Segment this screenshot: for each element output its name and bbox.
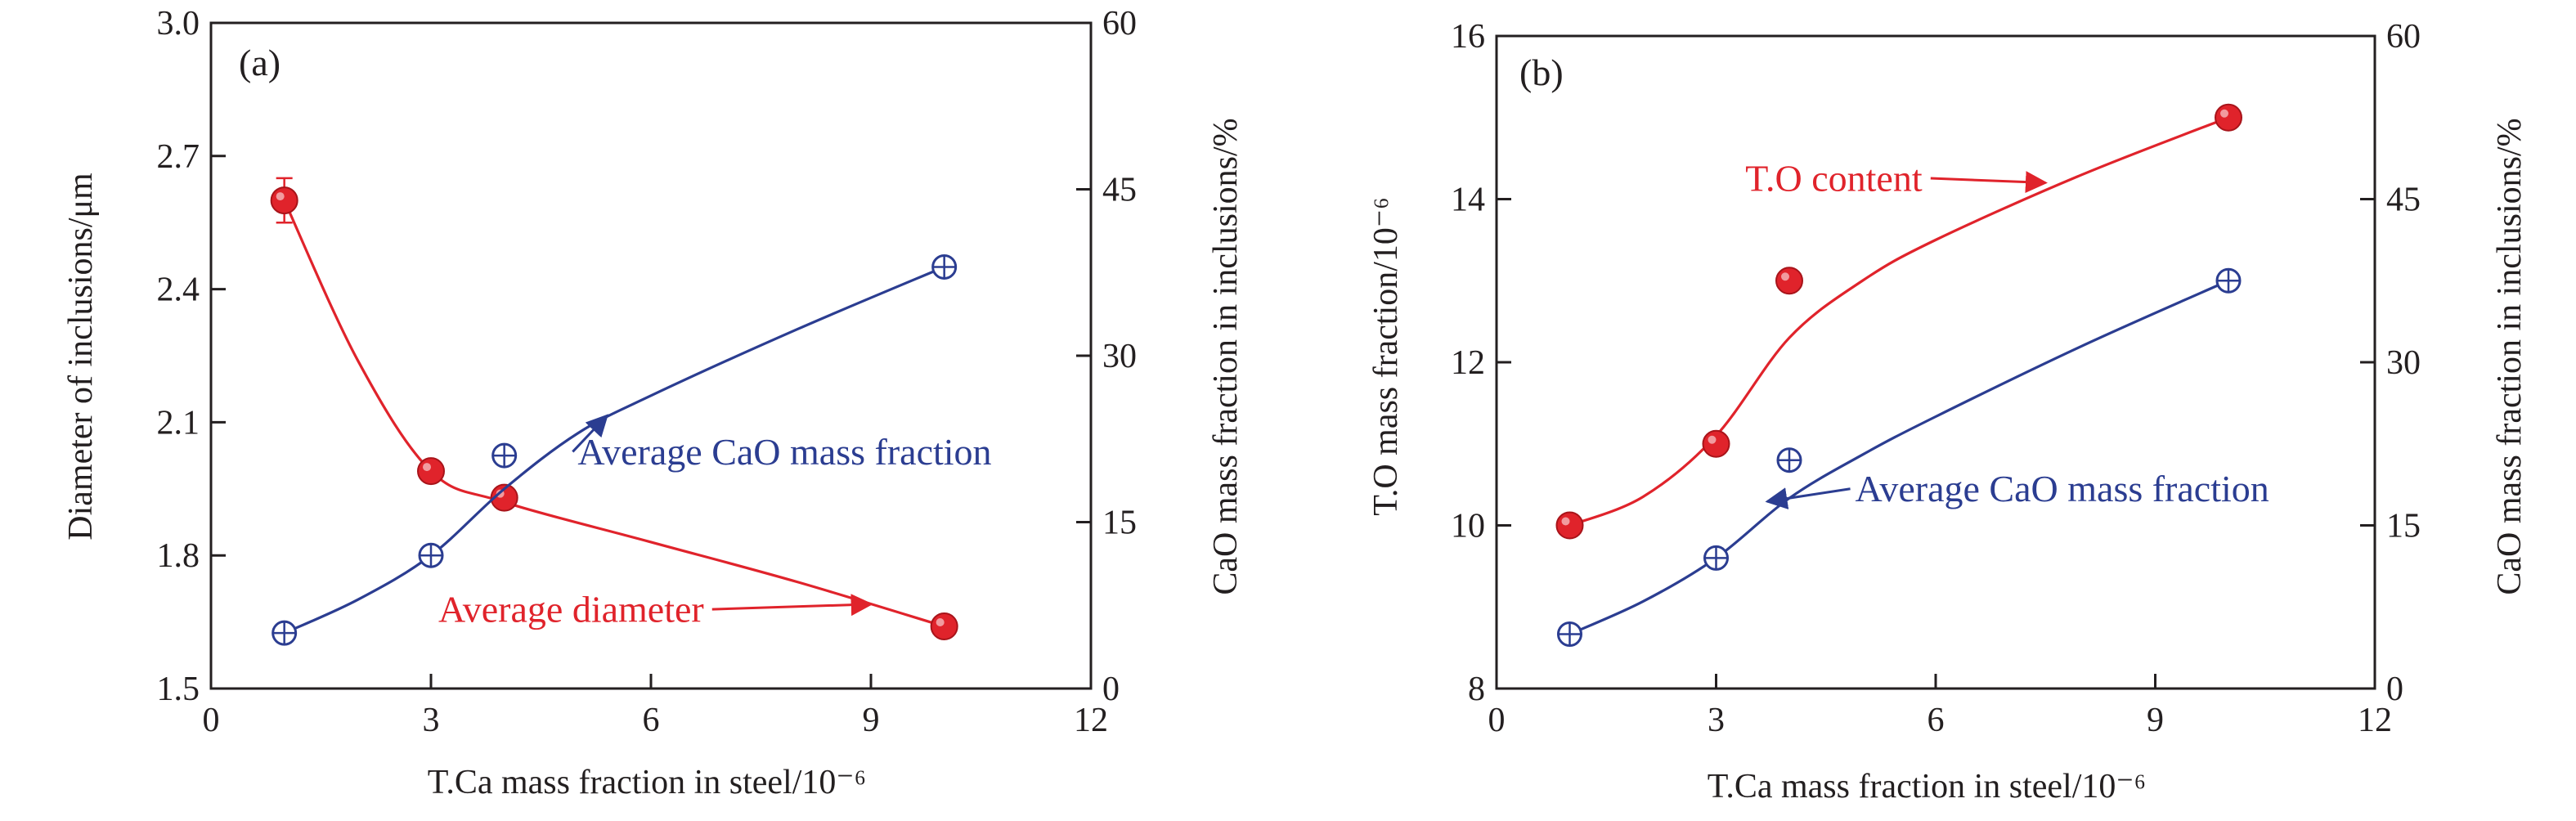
y-tick-label-left: 8 xyxy=(1468,671,1485,708)
plot-frame xyxy=(1495,34,2376,690)
data-point-highlight xyxy=(1561,517,1570,526)
y-tick-label-left: 2.4 xyxy=(157,271,200,309)
data-point-cross xyxy=(1778,448,1801,472)
y-tick-label-right: 0 xyxy=(1102,671,1120,708)
y-axis-title-right: CaO mass fraction in inclusions/% xyxy=(1207,118,1245,594)
y-tick-label-left: 1.8 xyxy=(157,537,200,575)
y-tick-label-right: 15 xyxy=(1102,505,1137,542)
y-tick-label-left: 12 xyxy=(1451,344,1485,382)
y-tick-label-left: 3.0 xyxy=(157,5,200,43)
y-tick-label-right: 45 xyxy=(2386,182,2421,219)
annotation-arrow xyxy=(1765,487,1851,509)
x-tick-label: 6 xyxy=(643,702,660,739)
annotation-arrow xyxy=(1930,171,2048,194)
y-axis-title-left: Diameter of inclusions/μm xyxy=(62,173,100,541)
data-point-highlight xyxy=(423,463,431,472)
x-tick-label: 0 xyxy=(203,702,220,739)
x-tick-label: 3 xyxy=(423,702,440,739)
data-point xyxy=(417,457,445,486)
data-point-cross xyxy=(2217,269,2240,293)
x-tick-label: 12 xyxy=(1074,702,1108,739)
x-tick-label: 9 xyxy=(2147,702,2164,739)
annotation-arrow xyxy=(572,414,609,453)
y-axis-title-left: T.O mass fraction/10⁻⁶ xyxy=(1367,197,1405,515)
x-axis-title: T.Ca mass fraction in steel/10⁻⁶ xyxy=(428,764,866,801)
chart-panel-b: (b) T.Ca mass fraction in steel/10⁻⁶ T.O… xyxy=(1367,18,2529,805)
series-annotation: Average CaO mass fraction xyxy=(1856,468,2269,509)
y-tick-label-right: 0 xyxy=(2386,671,2403,708)
data-point xyxy=(1702,429,1730,458)
chart-panel-a: (a) T.Ca mass fraction in steel/10⁻⁶ Dia… xyxy=(62,5,1245,801)
data-point-highlight xyxy=(276,192,285,201)
x-tick-label: 6 xyxy=(1928,702,1945,739)
panel-label: (a) xyxy=(239,42,280,83)
data-point-highlight xyxy=(1708,435,1717,444)
data-point xyxy=(2215,103,2242,132)
data-point xyxy=(930,612,958,641)
y-tick-label-right: 45 xyxy=(1102,172,1137,209)
data-point-cross xyxy=(492,444,516,468)
panel-label: (b) xyxy=(1519,52,1564,93)
data-point-cross xyxy=(1704,546,1728,570)
y-tick-label-left: 2.1 xyxy=(157,404,200,442)
y-tick-label-left: 1.5 xyxy=(157,671,200,708)
data-point-highlight xyxy=(2220,109,2228,118)
y-tick-label-right: 30 xyxy=(2386,344,2421,382)
data-point-cross xyxy=(272,621,296,645)
data-point xyxy=(270,186,298,215)
data-point-cross xyxy=(420,544,442,568)
data-point xyxy=(1775,267,1803,295)
y-tick-label-left: 14 xyxy=(1451,182,1485,219)
data-point-cross xyxy=(1558,622,1582,646)
y-tick-label-right: 60 xyxy=(1102,5,1137,43)
x-tick-label: 0 xyxy=(1488,702,1506,739)
series-annotation: Average CaO mass fraction xyxy=(577,431,991,473)
series-line-0 xyxy=(1568,116,2229,527)
y-axis-title-right: CaO mass fraction in inclusions/% xyxy=(2491,118,2529,594)
y-tick-label-right: 15 xyxy=(2386,508,2421,545)
y-tick-label-left: 16 xyxy=(1451,18,1485,56)
annotation-arrow xyxy=(711,594,873,617)
series-annotation: T.O content xyxy=(1745,158,1923,200)
data-point xyxy=(1555,511,1584,540)
series-annotation: Average diameter xyxy=(438,589,704,630)
series-line-1 xyxy=(284,265,945,635)
y-tick-label-left: 2.7 xyxy=(157,138,200,176)
x-tick-label: 3 xyxy=(1708,702,1725,739)
data-point-cross xyxy=(932,255,956,279)
data-point-highlight xyxy=(1781,272,1789,281)
x-tick-label: 9 xyxy=(863,702,880,739)
y-tick-label-right: 60 xyxy=(2386,18,2421,56)
y-tick-label-left: 10 xyxy=(1451,508,1485,545)
x-tick-label: 12 xyxy=(2358,702,2392,739)
data-point-highlight xyxy=(936,618,945,627)
series-line-1 xyxy=(1568,279,2229,635)
x-axis-title: T.Ca mass fraction in steel/10⁻⁶ xyxy=(1708,768,2146,805)
y-tick-label-right: 30 xyxy=(1102,338,1137,375)
